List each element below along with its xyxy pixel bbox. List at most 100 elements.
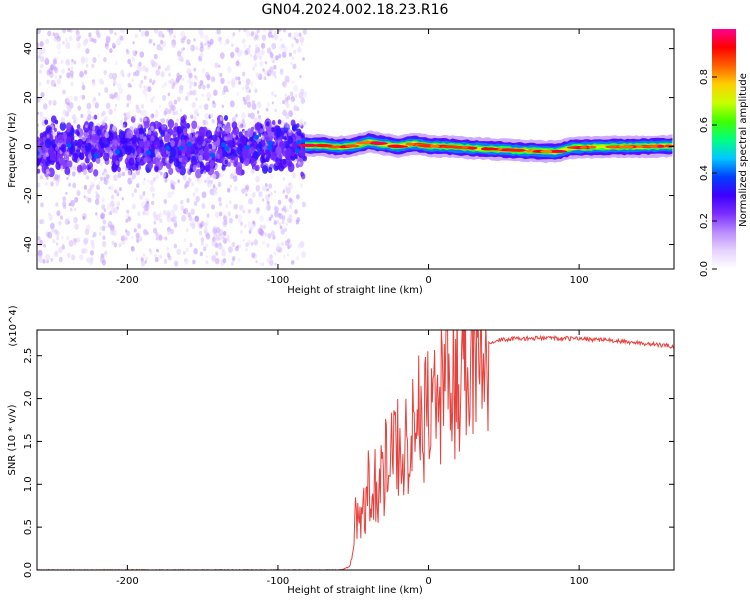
noise-blob <box>260 42 266 49</box>
noise-blob <box>120 235 125 242</box>
noise-blob <box>266 47 272 54</box>
noise-blob <box>198 104 203 110</box>
noise-blob <box>191 120 198 130</box>
noise-blob <box>139 194 143 200</box>
noise-blob <box>270 151 278 161</box>
noise-blob <box>242 238 245 242</box>
noise-blob <box>171 191 175 195</box>
noise-blob <box>204 179 207 184</box>
noise-blob <box>118 130 126 140</box>
noise-blob <box>85 124 88 129</box>
noise-blob <box>263 76 267 81</box>
noise-peak <box>221 142 227 148</box>
noise-blob <box>53 127 57 133</box>
noise-blob <box>131 235 134 239</box>
noise-blob <box>232 175 238 182</box>
noise-blob <box>68 35 73 41</box>
noise-blob <box>139 51 145 58</box>
noise-blob <box>264 182 268 188</box>
noise-blob <box>170 140 175 147</box>
noise-blob <box>76 164 83 173</box>
noise-blob <box>51 121 54 126</box>
noise-blob <box>236 244 239 249</box>
noise-blob <box>138 61 142 67</box>
noise-peak <box>115 149 121 155</box>
noise-blob <box>40 91 45 98</box>
noise-blob <box>192 164 198 172</box>
y-tick-label: 1.5 <box>23 433 34 449</box>
noise-blob <box>147 86 152 92</box>
noise-blob <box>153 53 158 60</box>
noise-blob <box>281 220 285 225</box>
noise-blob <box>78 35 82 39</box>
noise-blob <box>216 127 220 132</box>
noise-blob <box>127 73 131 78</box>
noise-blob <box>81 84 86 91</box>
noise-blob <box>86 64 89 68</box>
noise-blob <box>102 219 107 225</box>
noise-blob <box>264 232 268 237</box>
noise-blob <box>131 49 136 56</box>
noise-blob <box>233 203 239 210</box>
noise-blob <box>52 99 56 104</box>
noise-blob <box>273 220 278 226</box>
noise-blob <box>83 57 88 64</box>
noise-blob <box>142 210 146 216</box>
noise-blob <box>276 219 280 224</box>
signal-peak <box>405 142 415 146</box>
noise-blob <box>79 254 84 261</box>
noise-blob <box>258 191 263 198</box>
noise-blob <box>276 242 282 250</box>
noise-blob <box>79 152 85 161</box>
noise-blob <box>70 61 74 66</box>
noise-blob <box>106 203 112 210</box>
noise-blob <box>55 202 59 207</box>
noise-blob <box>73 241 77 246</box>
noise-blob <box>199 79 204 86</box>
noise-blob <box>61 244 66 250</box>
noise-blob <box>172 82 176 87</box>
noise-blob <box>80 160 84 166</box>
noise-blob <box>79 94 83 100</box>
noise-blob <box>37 96 41 103</box>
noise-peak <box>267 145 273 151</box>
noise-blob <box>205 233 211 240</box>
noise-blob <box>64 218 70 226</box>
noise-blob <box>211 239 216 247</box>
noise-blob <box>66 97 70 102</box>
noise-blob <box>121 197 124 201</box>
noise-blob <box>269 52 274 59</box>
noise-blob <box>124 116 128 122</box>
noise-blob <box>138 236 143 242</box>
noise-blob <box>277 29 282 32</box>
noise-blob <box>203 145 210 154</box>
colorbar-tick-label: 0.8 <box>699 69 710 85</box>
noise-blob <box>229 173 234 179</box>
noise-blob <box>265 107 269 112</box>
noise-blob <box>180 139 186 147</box>
noise-blob <box>133 228 137 233</box>
signal-peak <box>506 148 527 152</box>
noise-blob <box>173 220 178 226</box>
noise-blob <box>238 29 241 33</box>
noise-peak <box>267 140 273 146</box>
noise-blob <box>60 143 67 153</box>
noise-blob <box>101 197 105 203</box>
noise-blob <box>158 127 162 132</box>
noise-blob <box>126 209 130 214</box>
noise-blob <box>298 147 306 158</box>
noise-blob <box>219 41 223 45</box>
noise-blob <box>38 81 42 87</box>
noise-blob <box>266 242 270 248</box>
noise-blob <box>240 221 243 226</box>
noise-blob <box>186 38 191 45</box>
noise-blob <box>219 116 223 121</box>
noise-blob <box>76 189 81 197</box>
signal-peak <box>344 144 360 148</box>
noise-blob <box>96 33 101 38</box>
noise-blob <box>268 217 272 221</box>
noise-blob <box>119 35 123 41</box>
noise-blob <box>153 140 161 150</box>
noise-blob <box>199 52 204 58</box>
